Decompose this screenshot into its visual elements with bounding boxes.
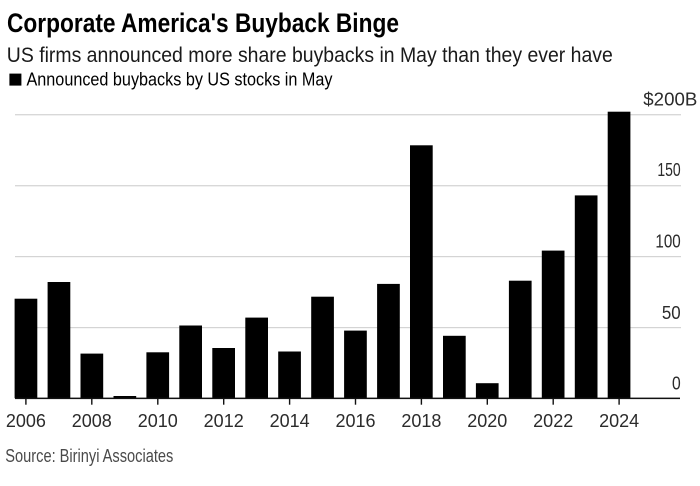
svg-text:Announced buybacks by US stock: Announced buybacks by US stocks in May: [27, 69, 333, 89]
svg-text:50: 50: [662, 303, 681, 323]
svg-text:2022: 2022: [533, 411, 573, 431]
svg-text:Source: Birinyi Associates: Source: Birinyi Associates: [5, 446, 173, 466]
svg-text:2006: 2006: [6, 411, 46, 431]
svg-text:US firms announced more share: US firms announced more share buybacks i…: [7, 44, 613, 67]
svg-text:2024: 2024: [599, 411, 639, 431]
svg-text:2016: 2016: [335, 411, 375, 431]
svg-text:$200B: $200B: [643, 90, 697, 110]
svg-text:2018: 2018: [401, 411, 441, 431]
svg-text:2012: 2012: [204, 411, 244, 431]
svg-text:2008: 2008: [72, 411, 112, 431]
svg-text:Corporate America's Buyback Bi: Corporate America's Buyback Binge: [7, 8, 399, 38]
svg-text:100: 100: [655, 232, 680, 252]
svg-text:0: 0: [672, 373, 681, 393]
svg-text:150: 150: [657, 160, 680, 180]
svg-text:2014: 2014: [270, 411, 310, 431]
svg-text:2010: 2010: [138, 411, 178, 431]
svg-text:2020: 2020: [467, 411, 507, 431]
